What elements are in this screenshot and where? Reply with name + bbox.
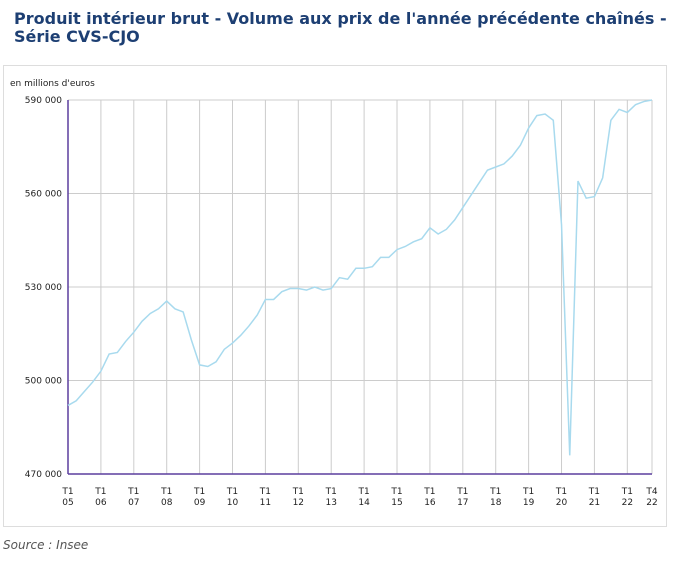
- x-tick-label: T1 22: [621, 487, 633, 508]
- x-tick-label: T1 20: [555, 487, 568, 508]
- data-line: [67, 99, 653, 456]
- x-tick-label: T1 18: [489, 487, 502, 508]
- y-tick-label: 560 000: [25, 190, 62, 200]
- x-tick-label: T1 14: [357, 487, 370, 508]
- x-tick-label: T1 19: [522, 487, 535, 508]
- x-tick-label: T1 11: [259, 487, 271, 508]
- y-axis-label: en millions d'euros: [10, 79, 95, 89]
- y-tick-label: 530 000: [25, 283, 62, 293]
- y-tick-label: 500 000: [25, 377, 62, 387]
- x-tick-label: T1 15: [390, 487, 402, 508]
- x-tick-label: T4 22: [645, 487, 657, 508]
- y-tick-label: 470 000: [25, 470, 62, 480]
- x-tick-label: T1 10: [226, 487, 239, 508]
- x-tick-label: T1 08: [160, 487, 173, 508]
- x-tick-label: T1 07: [127, 487, 139, 508]
- x-tick-label: T1 13: [325, 487, 337, 508]
- x-tick-label: T1 06: [94, 487, 107, 508]
- y-tick-label: 590 000: [25, 96, 62, 106]
- x-tick-label: T1 16: [423, 487, 436, 508]
- page-title: Produit intérieur brut - Volume aux prix…: [14, 9, 667, 46]
- chart-frame: [3, 65, 667, 527]
- x-tick-label: T1 05: [61, 487, 73, 508]
- x-tick-label: T1 12: [292, 487, 304, 508]
- x-tick-label: T1 17: [456, 487, 468, 508]
- source: Source : Insee: [3, 538, 89, 552]
- x-tick-label: T1 21: [588, 487, 600, 508]
- x-tick-label: T1 09: [193, 487, 206, 508]
